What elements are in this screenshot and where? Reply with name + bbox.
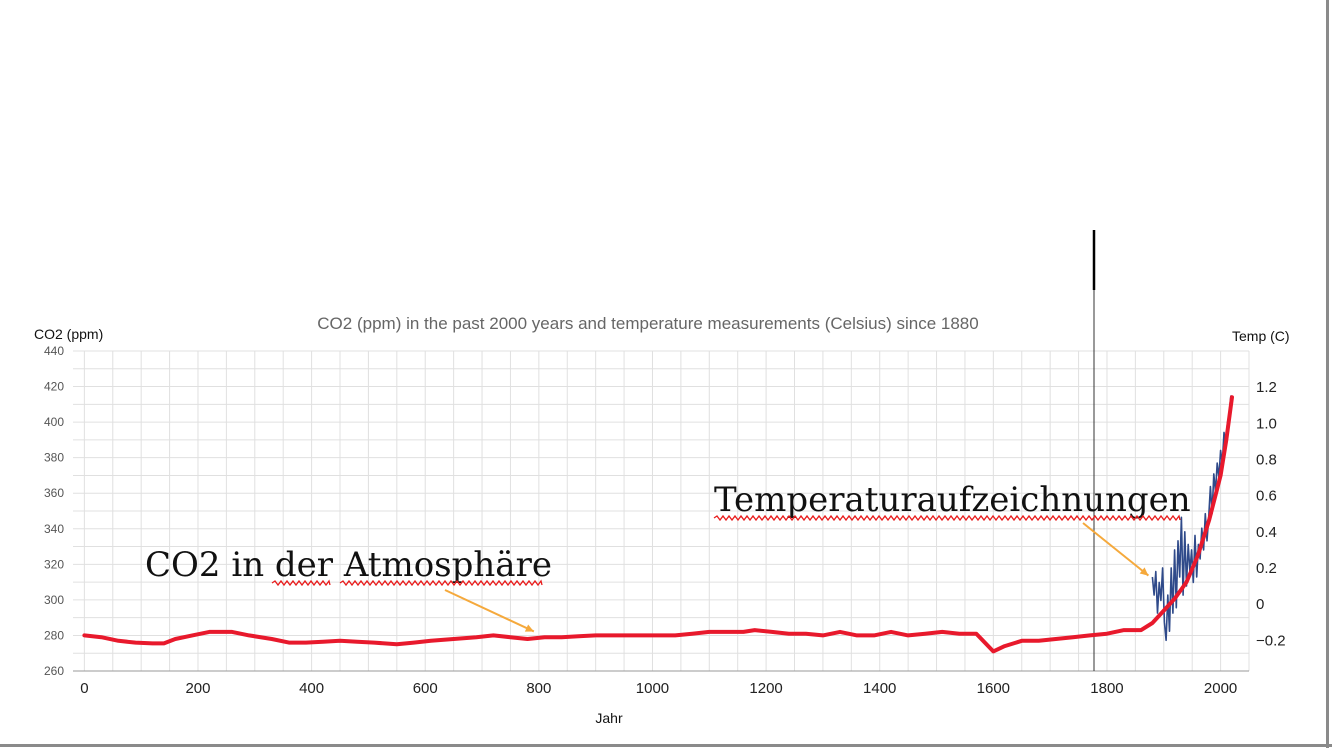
- y-axis-right-label: Temp (C): [1232, 328, 1290, 344]
- y-tick-left-label: 260: [44, 664, 64, 678]
- x-axis-label: Jahr: [595, 710, 623, 726]
- x-tick-label: 800: [526, 680, 551, 697]
- x-tick-label: 0: [80, 680, 88, 697]
- y-tick-right-label: 0.6: [1256, 488, 1277, 505]
- y-tick-right-label: −0.2: [1256, 632, 1286, 649]
- arrow-temperature: [1082, 522, 1150, 577]
- annotation-temperature: Temperaturaufzeichnungen: [714, 480, 1191, 520]
- chart-title: CO2 (ppm) in the past 2000 years and tem…: [317, 314, 978, 333]
- x-tick-label: 1200: [749, 680, 782, 697]
- annotations: CO2 in der Atmosphäre Temperaturaufzeichn…: [145, 480, 1191, 633]
- x-tick-label: 1400: [863, 680, 896, 697]
- chart-grid: [73, 290, 1250, 672]
- x-tick-label: 1800: [1090, 680, 1123, 697]
- x-tick-label: 200: [185, 680, 210, 697]
- arrow-temperature-head: [1139, 567, 1149, 576]
- co2-series-line: [82, 395, 1234, 654]
- x-tick-label: 600: [413, 680, 438, 697]
- y-tick-right-label: 1.2: [1256, 379, 1277, 396]
- y-tick-left-label: 400: [44, 415, 64, 429]
- axis-ticks: 260 280 300 320 340 360 380 400 420 440 0 200 400 600…: [44, 344, 1286, 697]
- y-tick-right-label: 1.0: [1256, 415, 1277, 432]
- y-tick-right-label: 0.2: [1256, 560, 1277, 577]
- y-axis-left-label: CO2 (ppm): [34, 326, 103, 342]
- arrow-co2-head: [524, 624, 534, 632]
- x-tick-label: 400: [299, 680, 324, 697]
- y-tick-left-label: 340: [44, 522, 64, 536]
- spellcheck-underline: [271, 579, 331, 587]
- x-tick-label: 1600: [977, 680, 1010, 697]
- annotation-co2: CO2 in der Atmosphäre: [145, 545, 552, 585]
- y-tick-left-label: 440: [44, 344, 64, 358]
- y-tick-right-label: 0: [1256, 596, 1264, 613]
- x-tick-label: 1000: [636, 680, 669, 697]
- series-group: [82, 395, 1234, 654]
- spellcheck-underline: [713, 514, 1181, 522]
- y-tick-left-label: 280: [44, 628, 64, 642]
- spellcheck-underline: [339, 579, 543, 587]
- y-tick-left-label: 360: [44, 486, 64, 500]
- y-tick-right-label: 0.4: [1256, 524, 1277, 541]
- y-tick-left-label: 320: [44, 557, 64, 571]
- y-tick-left-label: 380: [44, 451, 64, 465]
- x-tick-label: 2000: [1204, 680, 1237, 697]
- window-border-bottom: [0, 744, 1332, 747]
- window-border-right: [1326, 0, 1329, 748]
- y-tick-right-label: 0.8: [1256, 451, 1277, 468]
- y-tick-left-label: 300: [44, 593, 64, 607]
- y-tick-left-label: 420: [44, 380, 64, 394]
- arrow-co2: [444, 589, 535, 633]
